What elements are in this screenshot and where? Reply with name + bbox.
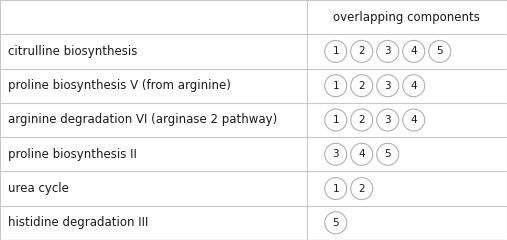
Text: 3: 3 [384,115,391,125]
Circle shape [377,109,399,131]
Text: 5: 5 [437,46,443,56]
Circle shape [325,178,347,200]
Circle shape [377,75,399,97]
Circle shape [325,75,347,97]
Circle shape [325,40,347,62]
Text: 1: 1 [333,46,339,56]
Text: 4: 4 [411,115,417,125]
Circle shape [325,212,347,234]
Circle shape [429,40,451,62]
Circle shape [325,109,347,131]
Text: 1: 1 [333,81,339,91]
Text: 2: 2 [358,46,365,56]
Text: citrulline biosynthesis: citrulline biosynthesis [8,45,137,58]
Text: proline biosynthesis V (from arginine): proline biosynthesis V (from arginine) [8,79,231,92]
Text: 2: 2 [358,184,365,194]
Text: 5: 5 [333,218,339,228]
Text: 3: 3 [384,46,391,56]
Circle shape [377,143,399,165]
Circle shape [351,109,373,131]
Circle shape [351,143,373,165]
Text: proline biosynthesis II: proline biosynthesis II [8,148,137,161]
Text: histidine degradation III: histidine degradation III [8,216,149,229]
Circle shape [403,40,425,62]
Text: 2: 2 [358,81,365,91]
Text: overlapping components: overlapping components [334,11,480,24]
Text: 3: 3 [384,81,391,91]
Circle shape [351,178,373,200]
Text: 4: 4 [411,46,417,56]
Circle shape [403,75,425,97]
Text: urea cycle: urea cycle [8,182,69,195]
Text: 2: 2 [358,115,365,125]
Circle shape [351,75,373,97]
Circle shape [351,40,373,62]
Text: 1: 1 [333,115,339,125]
Text: 1: 1 [333,184,339,194]
Circle shape [325,143,347,165]
Text: 3: 3 [333,149,339,159]
Text: 4: 4 [358,149,365,159]
Circle shape [403,109,425,131]
Text: 4: 4 [411,81,417,91]
Text: arginine degradation VI (arginase 2 pathway): arginine degradation VI (arginase 2 path… [8,114,277,126]
Text: 5: 5 [384,149,391,159]
Circle shape [377,40,399,62]
